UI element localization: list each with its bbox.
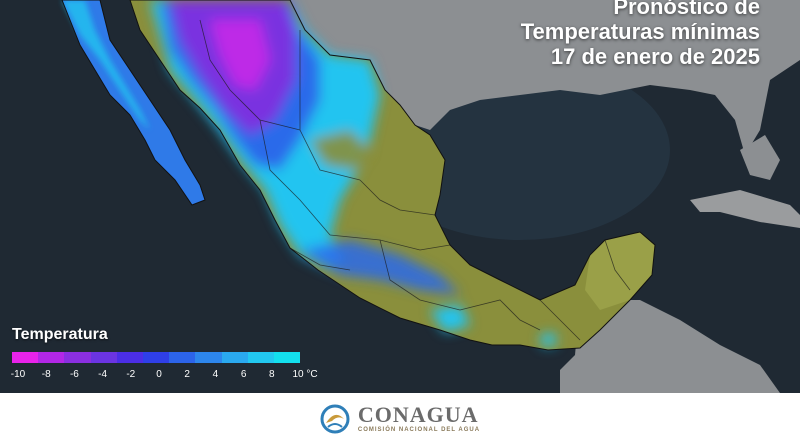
legend-tick-label: 2	[184, 369, 190, 380]
logo-name: CONAGUA	[357, 401, 479, 427]
legend-swatch	[116, 352, 143, 363]
legend-tick-label: 4	[212, 369, 219, 380]
mexico-coastline	[129, 0, 656, 351]
legend-swatch	[12, 352, 39, 363]
state-borders	[199, 19, 631, 341]
conagua-emblem-icon	[320, 404, 350, 434]
legend-tick-label: 6	[240, 369, 247, 380]
legend-tick-label: 8	[269, 369, 275, 380]
title-line-2: Temperaturas mínimas	[520, 19, 760, 44]
conagua-logo: CONAGUA COMISIÓN NACIONAL DEL AGUA	[320, 401, 480, 437]
legend-tick-label: -8	[41, 369, 51, 380]
legend-title: Temperatura	[12, 326, 108, 343]
legend-swatch	[273, 352, 301, 363]
map-canvas	[61, 0, 800, 393]
logo-text: CONAGUA COMISIÓN NACIONAL DEL AGUA	[357, 401, 481, 435]
map-title: Pronóstico de Temperaturas mínimas 17 de…	[521, 0, 760, 69]
temperature-map: Pronóstico de Temperaturas mínimas 17 de…	[0, 0, 800, 393]
cuba-land	[690, 190, 800, 228]
yucatan-peninsula	[585, 232, 655, 310]
baja-coastline	[61, 0, 206, 206]
legend-tick-label: -4	[98, 369, 108, 380]
legend-swatch	[90, 352, 117, 363]
logo-subtitle: COMISIÓN NACIONAL DEL AGUA	[357, 426, 481, 433]
florida-land	[740, 135, 780, 180]
temperature-legend: Temperatura -10 -8 -6 -4 -2 0 2 4 6 8 10 °C	[11, 326, 318, 385]
legend-color-bar	[12, 352, 301, 363]
legend-tick-label: -10	[10, 369, 26, 380]
legend-swatch	[221, 352, 248, 363]
legend-tick-label: 10 °C	[292, 369, 318, 380]
legend-tick-label: -6	[69, 369, 79, 380]
title-line-3: 17 de enero de 2025	[550, 44, 760, 69]
temperature-overlay	[150, 0, 556, 346]
legend-tick-label: -2	[126, 369, 136, 380]
legend-swatch	[142, 352, 170, 363]
central-america-land	[560, 300, 780, 393]
legend-swatch	[195, 352, 222, 363]
legend-tick-label: 0	[156, 369, 162, 380]
usa-land	[290, 0, 800, 155]
legend-swatch	[64, 352, 91, 363]
legend-swatch	[247, 352, 274, 363]
legend-swatch	[38, 352, 65, 363]
legend-swatch	[169, 352, 196, 363]
footer: CONAGUA COMISIÓN NACIONAL DEL AGUA	[0, 393, 800, 445]
legend-ticks: -10 -8 -6 -4 -2 0 2 4 6 8 10 °C	[10, 369, 332, 385]
title-line-1: Pronóstico de	[613, 0, 760, 19]
